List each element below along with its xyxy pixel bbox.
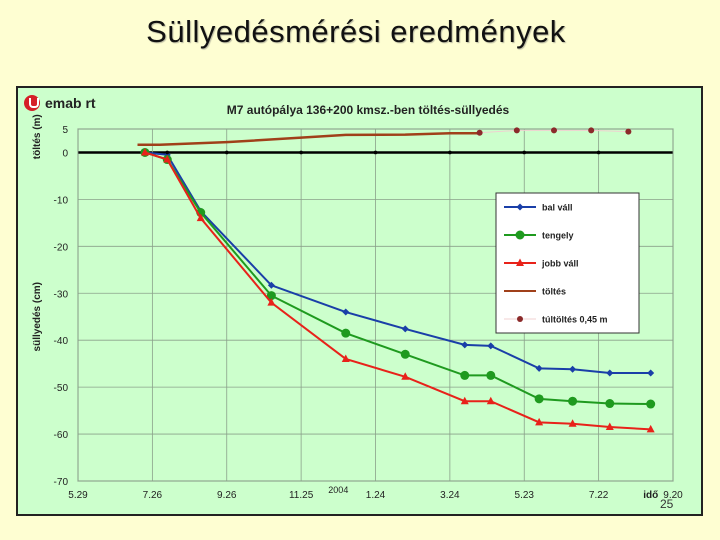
zero-line-dot bbox=[165, 150, 170, 155]
series-jobb-v-ll-marker bbox=[341, 354, 350, 362]
series-bal-v-ll-marker bbox=[401, 325, 409, 333]
series-tengely-marker bbox=[534, 394, 544, 404]
series-t-lt-lt-s-0-45-m-marker bbox=[625, 128, 632, 135]
series-jobb-v-ll-marker bbox=[267, 298, 276, 306]
series-t-lt-lt-s-0-45-m-marker bbox=[476, 129, 483, 136]
series-jobb-v-ll-marker bbox=[486, 396, 495, 405]
y-tick-label: 0 bbox=[62, 148, 68, 159]
y-axis-label-bottom: süllyedés (cm) bbox=[32, 282, 43, 351]
series-t-lt-lt-s-0-45-m-marker bbox=[551, 127, 557, 134]
series-bal-v-ll-marker bbox=[461, 341, 469, 349]
page-number: 25 bbox=[660, 497, 674, 511]
series-jobb-v-ll-marker bbox=[196, 213, 205, 222]
series-t-lt-s-line bbox=[137, 131, 480, 146]
x-tick-label: 5.23 bbox=[515, 490, 535, 501]
y-tick-label: -70 bbox=[54, 477, 69, 488]
series-jobb-v-ll-marker bbox=[163, 155, 172, 163]
zero-line-dot bbox=[299, 150, 303, 155]
zero-line-dot bbox=[596, 150, 601, 155]
slide-title: Süllyedésmérési eredmények bbox=[146, 14, 566, 49]
series-bal-v-ll-marker bbox=[569, 365, 577, 373]
series-tengely-line bbox=[144, 151, 651, 406]
series-jobb-v-ll-line bbox=[144, 151, 651, 431]
legend-tengely-label: tengely bbox=[542, 231, 574, 241]
y-tick-label: 5 bbox=[62, 125, 68, 136]
series-tengely-marker bbox=[266, 291, 276, 301]
chart-frame: 5 0 -10 -20 -30 -40 -50 -60 -70 5.29 7.26 9.26 11.25… bbox=[16, 86, 703, 516]
y-tick-label: -10 bbox=[54, 195, 69, 206]
legend-bal-v-ll-label: bal váll bbox=[542, 203, 573, 213]
x-tick-label: 7.26 bbox=[143, 490, 163, 501]
series-bal-v-ll-marker bbox=[606, 369, 614, 377]
series-bal-v-ll-marker bbox=[535, 364, 543, 372]
series-jobb-v-ll-marker bbox=[460, 396, 469, 405]
x-axis-label: idő bbox=[643, 490, 658, 501]
x-tick-label: 11.25 bbox=[289, 490, 314, 501]
series-jobb-v-ll-marker bbox=[605, 422, 614, 431]
x-tick-label: 9.20 bbox=[663, 490, 683, 501]
company-logo: emab rt bbox=[24, 92, 96, 114]
zero-line-dot bbox=[224, 150, 229, 155]
series-tengely-marker bbox=[341, 328, 351, 338]
series-bal-v-ll-marker bbox=[647, 369, 655, 377]
series-bal-v-ll-marker bbox=[342, 308, 350, 316]
y-tick-label: -30 bbox=[54, 289, 69, 300]
series-bal-v-ll-line bbox=[144, 151, 651, 375]
series-tengely-marker bbox=[486, 370, 496, 380]
series-jobb-v-ll-marker bbox=[535, 417, 544, 426]
x-tick-label: 3.24 bbox=[440, 490, 460, 501]
legend-t-lt-lt-s-0-45-m-label: túltöltés 0,45 m bbox=[542, 315, 608, 325]
y-tick-label: -60 bbox=[54, 430, 69, 441]
y-tick-label: -40 bbox=[54, 336, 69, 347]
legend-t-lt-lt-s-0-45-m-marker bbox=[517, 316, 523, 322]
legend-t-lt-s-label: töltés bbox=[542, 287, 566, 297]
series-bal-v-ll-marker bbox=[487, 342, 495, 350]
series-t-lt-lt-s-0-45-m-marker bbox=[588, 127, 595, 134]
emab-logo-icon bbox=[24, 95, 40, 111]
legend-bal-v-ll-marker bbox=[516, 203, 524, 211]
x-tick-label: 7.22 bbox=[589, 490, 609, 501]
legend-jobb-v-ll-marker bbox=[516, 258, 524, 266]
x-year-label: 2004 bbox=[328, 485, 348, 495]
zero-line-dot bbox=[522, 150, 527, 155]
logo-text: emab rt bbox=[45, 95, 96, 111]
series-jobb-v-ll-marker bbox=[568, 419, 577, 427]
series-jobb-v-ll-marker bbox=[140, 147, 149, 156]
x-tick-label: 1.24 bbox=[366, 490, 386, 501]
series-tengely-marker bbox=[460, 370, 470, 380]
settlement-chart: 5 0 -10 -20 -30 -40 -50 -60 -70 5.29 7.26 9.26 11.25… bbox=[32, 103, 683, 501]
chart-title: M7 autópálya 136+200 kmsz.-ben töltés-sü… bbox=[227, 103, 510, 117]
series-tengely-marker bbox=[646, 399, 656, 409]
series-t-lt-lt-s-0-45-m-marker bbox=[513, 127, 520, 134]
y-axis-label-top: töltés (m) bbox=[32, 114, 43, 159]
series-tengely-marker bbox=[568, 396, 578, 406]
series-tengely-marker bbox=[605, 399, 615, 409]
legend-tengely-marker bbox=[515, 230, 525, 240]
legend-jobb-v-ll-label: jobb váll bbox=[541, 259, 579, 269]
series-bal-v-ll-marker bbox=[267, 281, 275, 289]
series-jobb-v-ll-marker bbox=[401, 372, 410, 380]
x-tick-label: 9.26 bbox=[217, 490, 237, 501]
y-tick-label: -20 bbox=[54, 242, 69, 253]
y-tick-label: -50 bbox=[54, 383, 69, 394]
x-tick-label: 5.29 bbox=[68, 490, 88, 501]
zero-line-dot bbox=[448, 150, 452, 155]
zero-line-dot bbox=[373, 150, 378, 155]
series-tengely-marker bbox=[400, 349, 410, 359]
series-jobb-v-ll-marker bbox=[646, 424, 655, 433]
